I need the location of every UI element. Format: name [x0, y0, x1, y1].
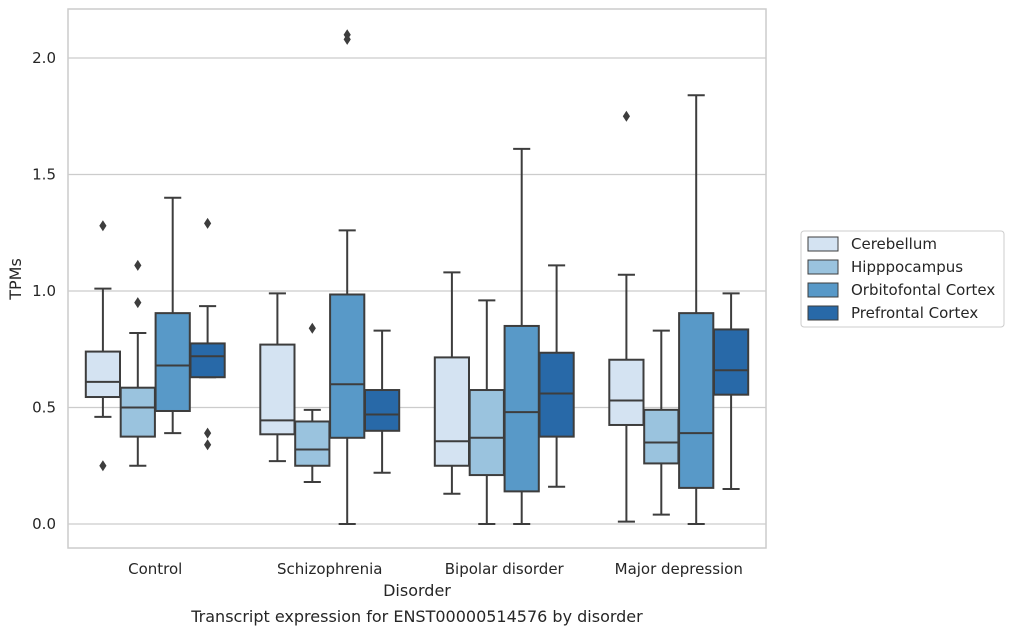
chart-caption: Transcript expression for ENST0000051457…	[190, 607, 643, 626]
x-axis-label: Disorder	[383, 581, 451, 600]
outlier-point	[134, 259, 142, 271]
outlier-point	[134, 297, 142, 309]
legend-swatch	[807, 282, 839, 298]
box-3-3	[712, 292, 750, 491]
box-body	[538, 351, 575, 438]
box-body	[294, 420, 331, 467]
box-1-1	[294, 322, 331, 484]
y-tick-label: 1.5	[32, 166, 56, 184]
legend-entry: Cerebellum	[851, 235, 937, 253]
box-body	[189, 342, 226, 379]
legend-entry: Prefrontal Cortex	[851, 304, 978, 322]
legend-entry: Orbitofontal Cortex	[851, 281, 995, 299]
box-body	[154, 312, 191, 412]
legend-swatch	[807, 305, 839, 321]
outlier-point	[204, 217, 212, 229]
outlier-point	[99, 220, 107, 232]
box-0-3	[189, 217, 226, 451]
box-body	[329, 293, 366, 439]
x-tick-label: Major depression	[615, 560, 743, 578]
box-0-1	[119, 259, 156, 467]
x-tick-label: Schizophrenia	[277, 560, 382, 578]
y-tick-label: 2.0	[32, 49, 56, 67]
box-body	[433, 356, 471, 467]
box-0-0	[84, 220, 122, 472]
y-tick-label: 1.0	[32, 282, 56, 300]
y-tick-label: 0.0	[32, 515, 56, 533]
box-body	[84, 350, 122, 399]
box-3-2	[678, 94, 715, 525]
box-groups	[84, 29, 750, 525]
box-3-0	[608, 110, 645, 523]
box-body	[643, 408, 680, 465]
box-body	[468, 389, 505, 477]
outlier-point	[343, 33, 351, 45]
y-tick-label: 0.5	[32, 399, 56, 417]
legend-entry: Hipppocampus	[851, 258, 963, 276]
box-body	[503, 324, 540, 493]
y-tick-labels: 0.0 0.5 1.0 1.5 2.0	[32, 49, 56, 533]
box-body	[608, 358, 645, 426]
box-2-3	[538, 264, 575, 488]
box-1-2	[329, 29, 366, 525]
outlier-point	[622, 110, 630, 122]
box-body	[119, 386, 156, 438]
x-tick-label: Bipolar disorder	[445, 560, 565, 578]
box-2-1	[468, 299, 505, 525]
box-2-2	[503, 147, 540, 525]
box-body	[678, 312, 715, 489]
legend-swatch	[807, 259, 839, 275]
outlier-point	[308, 322, 316, 334]
box-body	[712, 328, 750, 396]
x-tick-label: Control	[128, 560, 182, 578]
outlier-point	[204, 427, 212, 439]
box-0-2	[154, 196, 191, 435]
x-tick-labels: Control Schizophrenia Bipolar disorder Majo…	[128, 560, 743, 578]
box-1-3	[363, 329, 401, 474]
outlier-point	[99, 460, 107, 472]
box-2-0	[433, 271, 471, 495]
outlier-point	[204, 439, 212, 451]
box-3-1	[643, 329, 680, 516]
y-axis-label: TPMs	[6, 258, 25, 301]
plot-frame	[67, 8, 767, 549]
legend-frame	[800, 230, 1005, 328]
box-body	[363, 389, 401, 432]
box-1-0	[259, 292, 296, 463]
legend-swatch	[807, 236, 839, 252]
legend: Cerebellum Hipppocampus Orbitofontal Corte…	[800, 230, 1005, 328]
